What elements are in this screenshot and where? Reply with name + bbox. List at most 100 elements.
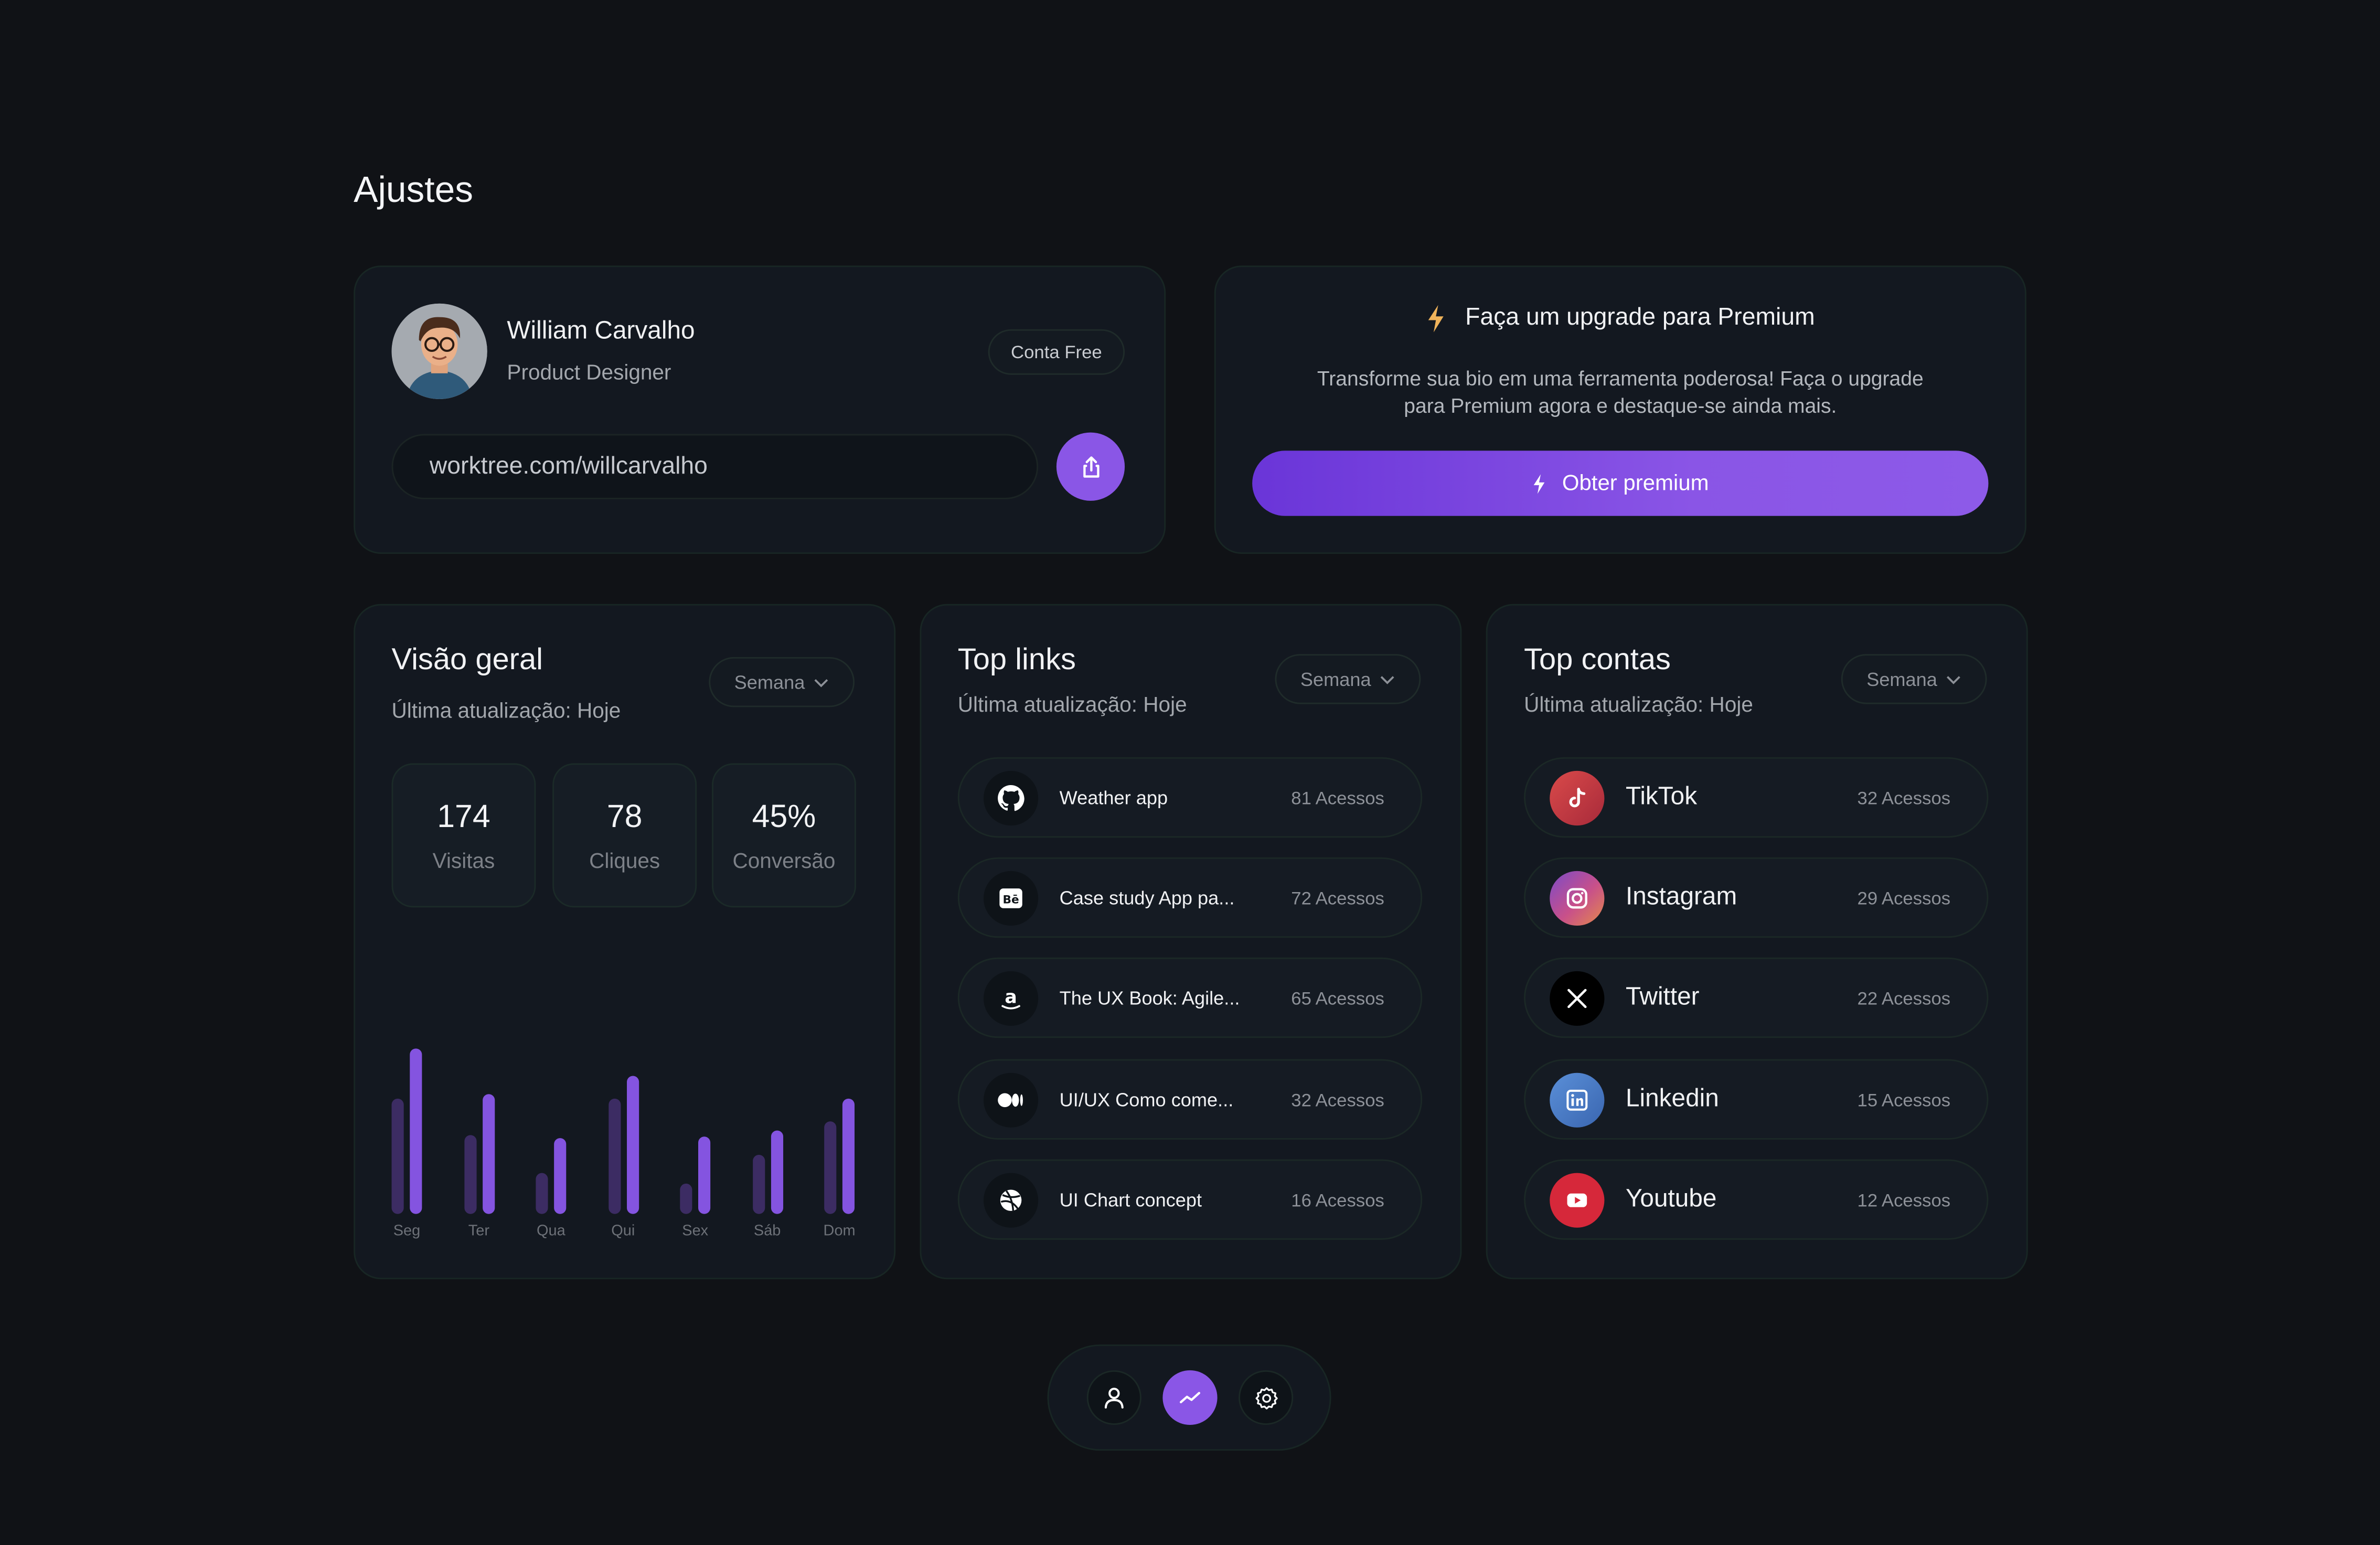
link-label: The UX Book: Agile... <box>1059 987 1240 1008</box>
top-accounts-title: Top contas <box>1524 643 1671 677</box>
page-title: Ajustes <box>354 170 473 211</box>
profile-url-text: worktree.com/willcarvalho <box>429 453 708 479</box>
chart-x-label: Seg <box>393 1223 421 1240</box>
chart-bar <box>770 1130 783 1214</box>
x-icon <box>1550 970 1605 1025</box>
premium-description: Transforme sua bio em uma ferramenta pod… <box>1317 367 1924 417</box>
chart-bar <box>752 1155 764 1214</box>
top-link-item[interactable]: a The UX Book: Agile... 65 Acessos <box>957 957 1423 1038</box>
chevron-down-icon <box>1381 675 1395 684</box>
chart-x-label: Sáb <box>753 1223 781 1240</box>
link-label: Case study App pa... <box>1059 887 1235 908</box>
chart-bar <box>391 1098 404 1214</box>
chart-bar <box>536 1173 548 1214</box>
chart-bar <box>410 1049 422 1214</box>
chart-x-label: Ter <box>468 1223 490 1240</box>
lightning-icon <box>1534 473 1545 493</box>
link-count: 81 Acessos <box>1291 787 1384 808</box>
link-count: 65 Acessos <box>1291 987 1384 1008</box>
tiktok-icon <box>1550 770 1605 825</box>
trend-icon <box>1179 1392 1201 1403</box>
share-button[interactable] <box>1056 432 1125 501</box>
avatar-illustration <box>391 303 487 399</box>
link-count: 16 Acessos <box>1291 1189 1384 1210</box>
medium-icon <box>983 1072 1039 1127</box>
top-account-item[interactable]: TikTok 32 Acessos <box>1524 757 1989 838</box>
premium-header: Faça um upgrade para Premium <box>1214 304 2026 334</box>
top-links-title: Top links <box>957 643 1076 677</box>
amazon-icon: a <box>983 970 1039 1025</box>
user-role: Product Designer <box>507 359 671 384</box>
top-link-item[interactable]: Bē Case study App pa... 72 Acessos <box>957 857 1423 938</box>
stat-label: Conversão <box>732 847 836 872</box>
chart-x-label: Dom <box>823 1223 856 1240</box>
top-account-item[interactable]: Instagram 29 Acessos <box>1524 857 1989 938</box>
share-icon <box>1082 455 1099 477</box>
stat-visits: 174 Visitas <box>391 763 536 908</box>
link-label: UI/UX Como come... <box>1059 1089 1234 1110</box>
link-count: 72 Acessos <box>1291 887 1384 908</box>
account-count: 32 Acessos <box>1857 787 1951 808</box>
account-count: 12 Acessos <box>1857 1189 1951 1210</box>
instagram-icon <box>1550 870 1605 925</box>
nav-settings-button[interactable] <box>1239 1370 1294 1425</box>
account-count: 29 Acessos <box>1857 887 1951 908</box>
user-icon <box>1104 1388 1124 1409</box>
chart-bar <box>842 1098 855 1214</box>
account-label: Youtube <box>1625 1185 1717 1213</box>
get-premium-label: Obter premium <box>1562 471 1709 496</box>
top-accounts-subtitle: Última atualização: Hoje <box>1524 692 1753 716</box>
svg-text:Bē: Bē <box>1002 893 1019 906</box>
stat-value: 45% <box>752 799 816 834</box>
top-link-item[interactable]: UI Chart concept 16 Acessos <box>957 1159 1423 1240</box>
account-label: Instagram <box>1625 883 1737 911</box>
top-link-item[interactable]: UI/UX Como come... 32 Acessos <box>957 1059 1423 1140</box>
youtube-icon <box>1550 1172 1605 1227</box>
stat-value: 174 <box>437 799 490 834</box>
chart-bar <box>463 1134 476 1214</box>
behance-icon: Bē <box>983 870 1039 925</box>
nav-profile-button[interactable] <box>1086 1370 1141 1425</box>
chart-bar <box>626 1076 638 1214</box>
profile-url-field[interactable]: worktree.com/willcarvalho <box>391 434 1039 499</box>
user-name: William Carvalho <box>507 317 695 345</box>
overview-title: Visão geral <box>391 643 543 677</box>
plan-badge: Conta Free <box>988 329 1125 375</box>
stat-label: Visitas <box>432 847 495 872</box>
chart-bar <box>554 1138 567 1214</box>
link-label: Weather app <box>1059 787 1168 808</box>
top-links-period-label: Semana <box>1300 668 1371 690</box>
top-accounts-period-dropdown[interactable]: Semana <box>1841 654 1987 704</box>
avatar[interactable] <box>391 303 487 399</box>
chevron-down-icon <box>815 678 829 687</box>
overview-period-dropdown[interactable]: Semana <box>709 657 855 707</box>
premium-title: Faça um upgrade para Premium <box>1465 305 1815 331</box>
chart-bar <box>698 1136 711 1214</box>
gear-icon <box>1255 1386 1277 1409</box>
chart-x-label: Qua <box>536 1223 565 1240</box>
chart-bar <box>607 1098 620 1214</box>
chart-bar <box>824 1122 837 1214</box>
top-account-item[interactable]: Linkedin 15 Acessos <box>1524 1059 1989 1140</box>
overview-period-label: Semana <box>734 671 805 693</box>
stat-clicks: 78 Cliques <box>552 763 697 908</box>
top-links-period-dropdown[interactable]: Semana <box>1275 654 1421 704</box>
lightning-icon <box>1428 305 1444 332</box>
top-account-item[interactable]: Youtube 12 Acessos <box>1524 1159 1989 1240</box>
dribbble-icon <box>983 1172 1039 1227</box>
overview-subtitle: Última atualização: Hoje <box>391 698 621 723</box>
profile-card <box>354 265 1166 554</box>
nav-analytics-button[interactable] <box>1162 1370 1218 1425</box>
top-account-item[interactable]: Twitter 22 Acessos <box>1524 957 1989 1038</box>
stat-label: Cliques <box>589 847 660 872</box>
bottom-nav <box>1047 1344 1331 1451</box>
github-icon <box>983 770 1039 825</box>
account-label: TikTok <box>1625 783 1698 811</box>
chart-bar <box>482 1093 494 1214</box>
svg-text:a: a <box>1005 986 1017 1007</box>
account-count: 22 Acessos <box>1857 987 1951 1008</box>
link-label: UI Chart concept <box>1059 1189 1202 1210</box>
overview-card <box>354 604 896 1280</box>
top-link-item[interactable]: Weather app 81 Acessos <box>957 757 1423 838</box>
get-premium-button[interactable]: Obter premium <box>1252 450 1989 516</box>
